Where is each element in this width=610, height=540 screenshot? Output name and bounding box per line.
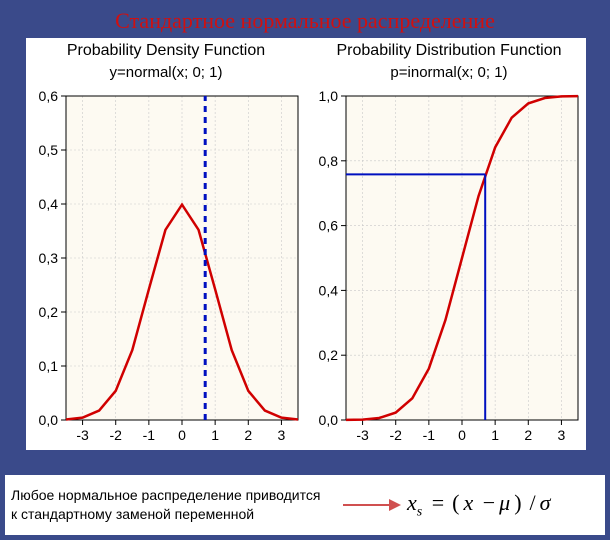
svg-text:0,5: 0,5 — [39, 142, 59, 158]
svg-text:0,0: 0,0 — [319, 412, 339, 428]
svg-text:0,6: 0,6 — [319, 218, 339, 234]
svg-text:0,2: 0,2 — [319, 347, 339, 363]
svg-text:2: 2 — [244, 427, 252, 443]
svg-text:0,2: 0,2 — [39, 304, 59, 320]
svg-text:-3: -3 — [76, 427, 89, 443]
cdf-title: Probability Distribution Function — [314, 42, 584, 60]
pdf-subtitle: y=normal(x; 0; 1) — [36, 64, 296, 81]
formula: xs =(x −μ)/σ — [401, 490, 557, 520]
svg-text:3: 3 — [278, 427, 286, 443]
svg-text:1: 1 — [211, 427, 219, 443]
cdf-subtitle: p=inormal(x; 0; 1) — [314, 64, 584, 81]
pdf-chart: -3 -2 -1 0 1 2 3 0,0 0,1 0,2 0,3 0,4 0,5 0,6 — [26, 88, 306, 448]
svg-text:0,4: 0,4 — [39, 196, 59, 212]
svg-text:2: 2 — [524, 427, 532, 443]
svg-text:-1: -1 — [143, 427, 156, 443]
svg-text:3: 3 — [558, 427, 566, 443]
svg-text:-1: -1 — [423, 427, 436, 443]
svg-text:-2: -2 — [389, 427, 402, 443]
svg-text:0,4: 0,4 — [319, 282, 339, 298]
footer-text: Любое нормальное распределение приводитс… — [5, 480, 337, 530]
svg-text:0: 0 — [178, 427, 186, 443]
footer-line2: к стандартному заменой переменной — [11, 506, 254, 522]
svg-text:1,0: 1,0 — [319, 88, 339, 104]
footer-line1: Любое нормальное распределение приводитс… — [11, 487, 320, 503]
svg-text:0,8: 0,8 — [319, 153, 339, 169]
svg-text:0: 0 — [458, 427, 466, 443]
slide-title: Стандартное нормальное распределение — [0, 0, 610, 34]
slide: Стандартное нормальное распределение Pro… — [0, 0, 610, 540]
svg-text:0,0: 0,0 — [39, 412, 59, 428]
svg-text:0,1: 0,1 — [39, 358, 59, 374]
pdf-title: Probability Density Function — [36, 42, 296, 60]
svg-text:0,3: 0,3 — [39, 250, 59, 266]
svg-text:0,6: 0,6 — [39, 88, 59, 104]
svg-text:-3: -3 — [356, 427, 369, 443]
svg-text:1: 1 — [491, 427, 499, 443]
chart-panel: Probability Density Function y=normal(x;… — [26, 38, 586, 450]
svg-text:-2: -2 — [109, 427, 122, 443]
cdf-chart: -3 -2 -1 0 1 2 3 0,0 0,2 0,4 0,6 0,8 1,0 — [306, 88, 586, 448]
arrow-icon — [341, 496, 401, 514]
footer: Любое нормальное распределение приводитс… — [5, 475, 605, 535]
